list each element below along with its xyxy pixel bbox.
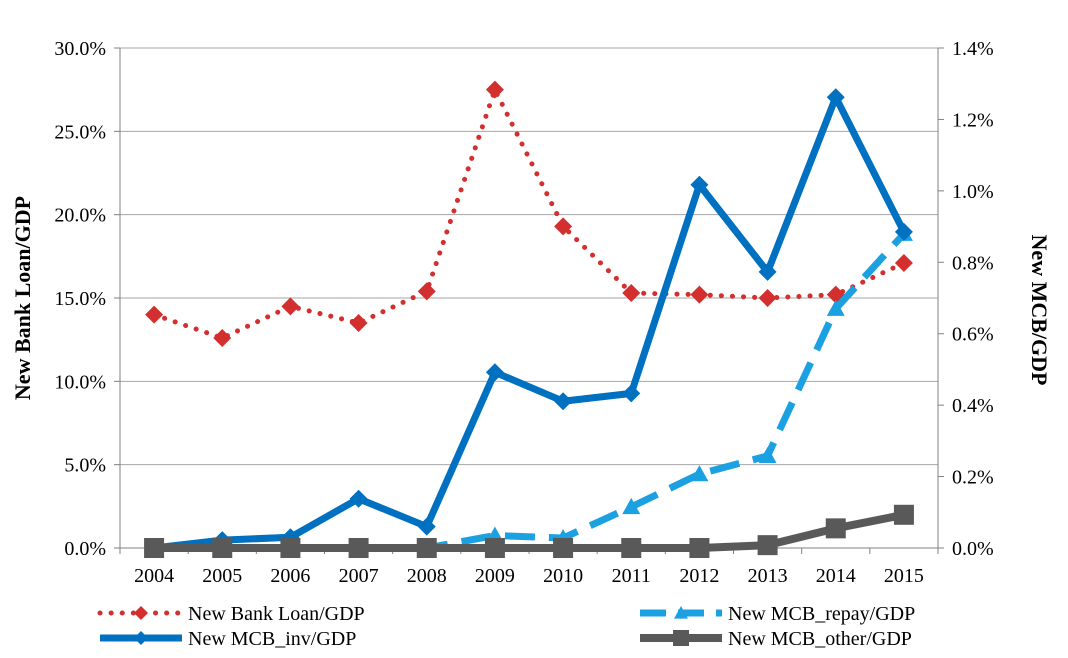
y2-tick-label: 0.6% [952,324,994,346]
y2-tick-label: 1.2% [952,109,994,131]
legend-swatch-marker [134,606,148,620]
y-tick-label: 15.0% [54,288,106,310]
data-point [690,465,709,482]
y2-tick-label: 1.0% [952,181,994,203]
x-tick-label: 2006 [270,565,310,587]
data-point [485,363,504,382]
data-point [757,535,778,556]
axes [114,47,944,554]
series-line [154,231,907,552]
data-point [144,538,165,558]
data-point [622,384,641,403]
data-point [758,446,777,464]
series-line [151,87,907,341]
y-tick-label: 30.0% [54,38,106,60]
y2-tick-label: 1.4% [952,38,994,60]
legend-item: New MCB_repay/GDP [640,603,915,625]
series-line [154,510,905,552]
legend-label: New MCB_repay/GDP [728,603,915,625]
data-point [758,262,777,281]
x-tick-label: 2015 [884,565,924,587]
x-tick-label: 2007 [339,565,379,587]
legend-item: New MCB_other/GDP [640,628,912,650]
data-point [758,289,777,307]
data-point [690,175,709,194]
legend: New Bank Loan/GDP New MCB_repay/GDP New MC… [97,603,915,650]
y-axis-title: New Bank Loan/GDP [10,196,35,400]
legend-swatch-marker [134,631,148,645]
y-tick-label: 10.0% [54,371,106,393]
data-point [554,392,573,411]
series-new-mcb-other-gdp [144,504,914,558]
data-point [349,314,368,332]
x-tick-label: 2014 [816,565,856,587]
y2-tick-label: 0.0% [952,538,994,560]
legend-swatch-marker [674,606,688,619]
x-tick-label: 2005 [202,565,242,587]
data-point [416,538,437,558]
data-point [213,329,232,347]
data-point [417,282,436,301]
gridlines [120,47,938,466]
data-point [826,299,845,316]
legend-label: New MCB_inv/GDP [188,628,356,650]
data-point [690,285,709,304]
data-point [825,518,846,539]
data-point [349,489,368,508]
x-tick-label: 2010 [543,565,583,587]
y-tick-label: 0.0% [64,538,106,560]
data-point [554,217,573,236]
tick-labels: 0.0% 5.0% 10.0% 15.0% 20.0% 25.0% 30.0% 0.0% 0.2… [54,38,993,587]
series-line [153,93,908,552]
y2-tick-label: 0.8% [952,252,994,274]
data-point [348,538,369,558]
y-tick-label: 25.0% [54,121,106,143]
data-point [894,254,913,272]
data-point [145,305,164,324]
x-tick-label: 2008 [407,565,447,587]
data-point [484,538,505,558]
data-point [621,538,642,558]
x-tick-label: 2013 [748,565,788,587]
data-point [417,517,436,536]
series-new-bank-loan-gdp [145,80,913,347]
legend-swatch-marker [673,630,689,646]
legend-label: New Bank Loan/GDP [188,603,365,625]
data-point [280,538,301,558]
x-tick-label: 2004 [134,565,174,587]
data-point [826,88,845,107]
x-tick-label: 2012 [679,565,719,587]
data-point [622,497,641,515]
y-tick-label: 5.0% [64,455,106,477]
x-tick-label: 2011 [612,565,651,587]
data-point [485,80,504,99]
legend-item: New MCB_inv/GDP [100,628,356,650]
y-tick-label: 20.0% [54,205,106,227]
legend-label: New MCB_other/GDP [728,628,912,650]
y2-tick-label: 0.4% [952,395,994,417]
data-point [622,284,641,302]
data-point [281,297,300,316]
y2-axis-title: New MCB/GDP [1027,235,1052,386]
y2-tick-label: 0.2% [952,467,994,489]
data-point [212,538,233,558]
series-new-mcb-inv-gdp [145,88,913,557]
series-layer [144,80,914,558]
data-point [894,222,913,241]
data-point [689,538,710,558]
legend-item: New Bank Loan/GDP [97,603,365,625]
data-point [553,538,574,558]
data-point [893,504,914,525]
x-tick-label: 2009 [475,565,515,587]
